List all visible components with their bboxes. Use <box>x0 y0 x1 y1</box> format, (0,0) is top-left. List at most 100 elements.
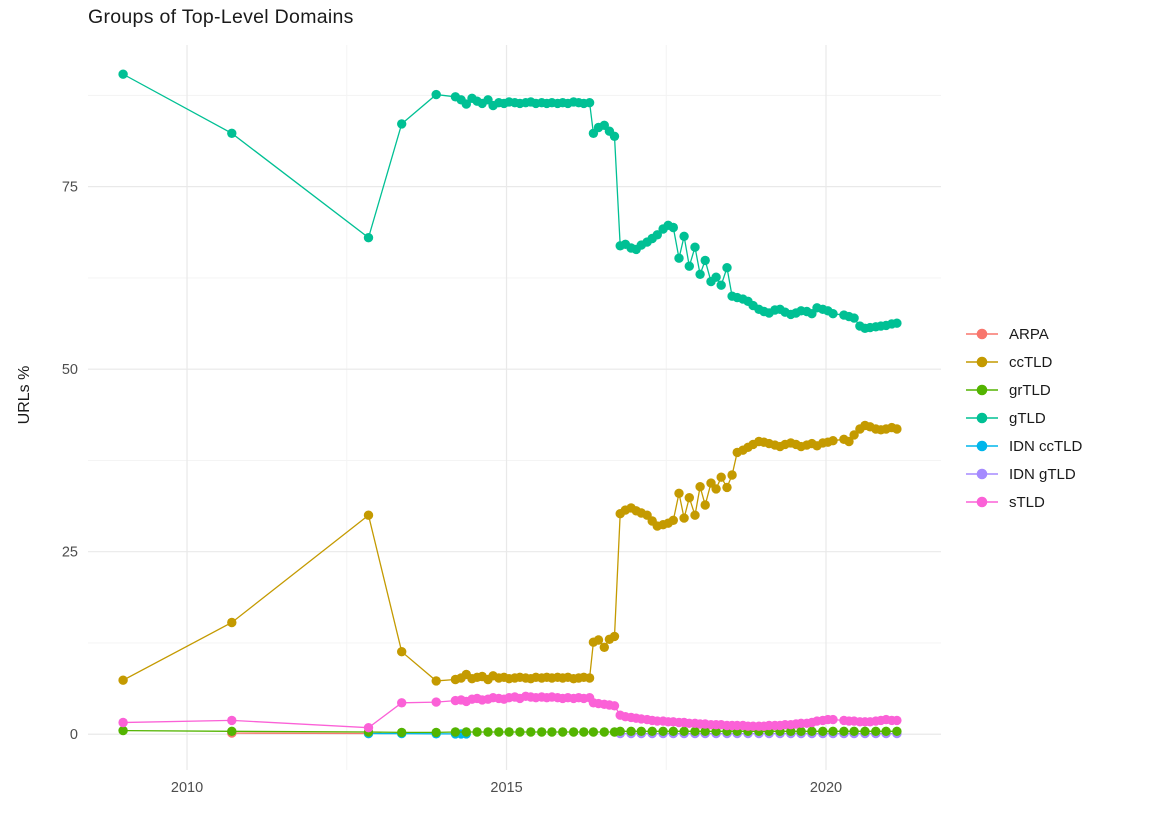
data-point <box>828 309 838 319</box>
data-point <box>700 500 710 510</box>
data-point <box>828 726 838 736</box>
data-point <box>118 725 128 736</box>
legend-item-idn-cctld: IDN ccTLD <box>964 432 1082 460</box>
data-point <box>118 717 128 728</box>
legend-label: ARPA <box>1009 325 1049 343</box>
data-point <box>849 726 859 736</box>
data-point <box>568 727 579 737</box>
data-point <box>679 231 689 241</box>
data-point <box>828 714 838 725</box>
data-point <box>227 715 237 726</box>
data-point <box>615 726 625 736</box>
data-point <box>397 698 407 708</box>
data-point <box>658 726 668 736</box>
data-point <box>727 470 737 480</box>
legend-key-icon <box>966 440 998 452</box>
legend-label: sTLD <box>1009 493 1045 511</box>
data-point <box>609 701 620 711</box>
data-point <box>871 726 881 736</box>
data-point <box>796 726 806 736</box>
data-point <box>668 222 678 233</box>
data-point <box>227 128 237 138</box>
data-point <box>599 727 609 737</box>
series-gtld <box>118 69 902 333</box>
y-tick-label: 75 <box>62 180 78 196</box>
data-point <box>695 269 705 279</box>
legend-key-icon <box>966 496 998 508</box>
data-point <box>892 715 902 726</box>
series-arpa <box>227 728 374 739</box>
legend-item-grtld: grTLD <box>964 376 1082 404</box>
data-point <box>881 726 891 736</box>
data-point <box>397 647 407 657</box>
data-point <box>584 673 595 683</box>
legend-label: IDN ccTLD <box>1009 437 1083 455</box>
x-tick-label: 2015 <box>490 780 522 796</box>
data-point <box>807 726 817 736</box>
data-point <box>652 230 662 240</box>
data-point <box>786 726 796 736</box>
data-point <box>700 726 710 736</box>
data-point <box>668 726 678 736</box>
data-point <box>679 726 689 736</box>
data-point <box>526 727 536 737</box>
data-point <box>722 482 732 493</box>
x-tick-label: 2020 <box>810 780 842 796</box>
data-point <box>711 484 721 494</box>
data-point <box>844 436 854 447</box>
data-point <box>494 727 504 737</box>
data-point <box>647 726 657 736</box>
legend-item-arpa: ARPA <box>964 320 1082 348</box>
data-point <box>839 726 849 736</box>
series-line <box>122 73 897 329</box>
legend-label: ccTLD <box>1009 353 1053 371</box>
legend-key-icon <box>966 384 998 396</box>
legend-item-gtld: gTLD <box>964 404 1082 432</box>
data-point <box>588 727 599 737</box>
data-point <box>227 726 237 736</box>
data-point <box>609 131 620 141</box>
data-point <box>227 617 237 628</box>
data-point <box>515 727 525 737</box>
data-point <box>363 233 374 243</box>
data-point <box>636 726 646 736</box>
data-point <box>609 631 620 642</box>
data-point <box>547 727 557 737</box>
data-point <box>118 675 128 685</box>
data-point <box>579 727 589 737</box>
data-point <box>722 263 732 273</box>
data-point <box>892 726 902 736</box>
data-point <box>558 727 568 737</box>
data-point <box>397 119 407 129</box>
data-point <box>818 726 828 736</box>
data-point <box>700 255 710 266</box>
data-point <box>711 726 721 736</box>
data-point <box>584 98 595 108</box>
data-point <box>483 727 493 737</box>
data-point <box>892 424 902 434</box>
series-cctld <box>118 420 902 686</box>
data-point <box>118 69 128 79</box>
data-point <box>431 676 441 686</box>
legend-key-icon <box>966 356 998 368</box>
data-point <box>450 727 461 737</box>
data-point <box>716 280 726 290</box>
data-point <box>684 261 694 271</box>
data-point <box>695 482 705 492</box>
data-point <box>461 99 471 109</box>
legend: ARPA ccTLD grTLD gTLD IDN ccTLD IDN gTLD sTLD <box>964 320 1082 516</box>
data-point <box>472 727 482 737</box>
data-point <box>599 642 609 652</box>
data-point <box>828 436 838 446</box>
data-point <box>892 318 902 328</box>
data-point <box>711 272 721 282</box>
data-point <box>690 510 700 520</box>
y-tick-label: 0 <box>70 727 78 743</box>
data-point <box>593 635 604 645</box>
data-point <box>674 488 684 498</box>
data-point <box>849 430 859 440</box>
data-point <box>537 727 547 737</box>
data-point <box>679 513 689 523</box>
